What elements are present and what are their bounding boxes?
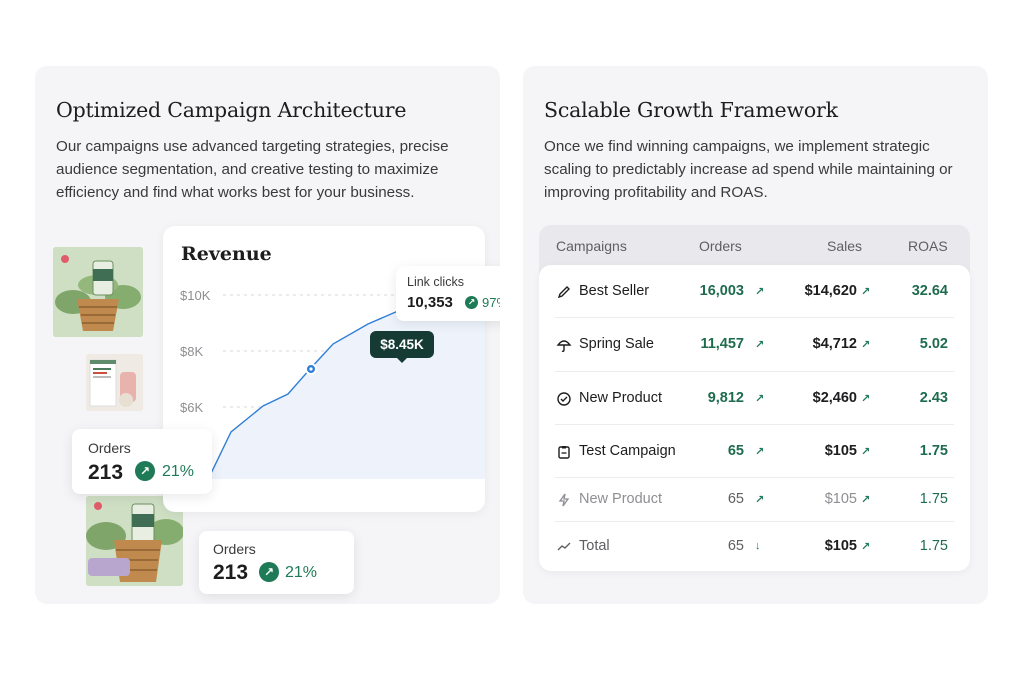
arrow-up-right-icon: ↗: [755, 393, 765, 405]
arrow-up-right-icon: ↗: [259, 562, 279, 582]
product-image-booklet: [86, 354, 143, 411]
roas-value: 32.64: [911, 283, 948, 299]
arrow-up-right-icon: ↗: [465, 296, 478, 309]
row-divider: [555, 521, 954, 522]
arrow-up-right-icon: ↗: [755, 494, 765, 506]
card-description: Our campaigns use advanced targeting str…: [56, 138, 449, 201]
row-divider: [555, 477, 954, 478]
arrow-up-right-icon: ↗: [861, 393, 871, 405]
arrow-up-right-icon: ↗: [861, 446, 871, 458]
sales-value: $4,712: [812, 336, 857, 352]
column-header-campaigns: Campaigns: [556, 238, 627, 254]
column-header-sales: Sales: [827, 238, 863, 254]
campaign-architecture-card: Optimized Campaign Architecture Our camp…: [35, 66, 500, 604]
campaign-name: Best Seller: [579, 283, 650, 299]
card-description: Once we find winning campaigns, we imple…: [544, 138, 953, 201]
orders-percent: 21%: [285, 564, 318, 581]
table-row[interactable]: New Product 9,812 ↗ $2,460 ↗ 2.43: [539, 372, 970, 425]
sales-value: $105: [824, 538, 857, 554]
link-clicks-value: 10,353: [407, 294, 453, 311]
roas-value: 1.75: [919, 443, 948, 459]
card-title: Scalable Growth Framework: [544, 98, 838, 122]
orders-card: Orders 213 ↗ 21%: [72, 429, 212, 494]
table-header: Campaigns Orders Sales ROAS: [539, 225, 970, 265]
sales-value: $14,620: [804, 283, 857, 299]
badge-icon: [557, 392, 571, 406]
orders-label: Orders: [88, 440, 131, 456]
table-body: Best Seller 16,003 ↗ $14,620 ↗ 32.64 Spring Sa…: [539, 265, 970, 571]
orders-value: 65: [727, 538, 744, 554]
product-image-basket-promo: [86, 496, 183, 586]
orders-value: 65: [727, 491, 744, 507]
trend-icon: [557, 542, 571, 551]
link-clicks-label: Link clicks: [407, 275, 464, 289]
product-image-basket: [53, 247, 143, 337]
revenue-title: Revenue: [181, 243, 272, 265]
table-row[interactable]: New Product 65 ↗ $105 ↗ 1.75: [539, 478, 970, 522]
umbrella-icon: [556, 340, 572, 353]
orders-label: Orders: [213, 541, 256, 557]
row-divider: [555, 317, 954, 318]
arrow-down-icon: ↓: [755, 540, 761, 552]
orders-value: 11,457: [700, 336, 744, 352]
table-row[interactable]: Total 65 ↓ $105 ↗ 1.75: [539, 522, 970, 571]
arrow-up-right-icon: ↗: [861, 339, 871, 351]
orders-value: 16,003: [699, 283, 744, 299]
campaigns-table: Campaigns Orders Sales ROAS Best Seller 1…: [539, 225, 970, 571]
y-tick-label: $10K: [180, 288, 211, 303]
campaign-name: Test Campaign: [579, 443, 676, 459]
roas-value: 1.75: [919, 491, 948, 507]
arrow-up-right-icon: ↗: [135, 461, 155, 481]
orders-value: 213: [88, 461, 124, 484]
campaign-name: New Product: [579, 390, 663, 406]
column-header-orders: Orders: [699, 238, 742, 254]
roas-value: 2.43: [919, 390, 948, 406]
campaign-name: New Product: [579, 491, 663, 507]
roas-value: 1.75: [919, 538, 948, 554]
link-clicks-percent: 97%: [482, 295, 500, 310]
lightning-icon: [558, 493, 570, 507]
sales-value: $2,460: [812, 390, 857, 406]
sales-value: $105: [824, 443, 857, 459]
sales-value: $105: [824, 491, 857, 507]
y-tick-label: $8K: [180, 344, 204, 359]
campaign-name: Spring Sale: [579, 336, 654, 352]
arrow-up-right-icon: ↗: [861, 494, 871, 506]
value-tooltip: $8.45K: [370, 331, 434, 363]
column-header-roas: ROAS: [908, 238, 948, 254]
table-row[interactable]: Best Seller 16,003 ↗ $14,620 ↗ 32.64: [539, 265, 970, 318]
orders-value: 65: [727, 443, 744, 459]
link-clicks-card: Link clicks 10,353 ↗ 97%: [396, 266, 500, 321]
row-divider: [555, 424, 954, 425]
orders-card-secondary: Orders 213 ↗ 21%: [199, 531, 354, 594]
arrow-up-right-icon: ↗: [861, 541, 871, 553]
row-divider: [555, 371, 954, 372]
clipboard-icon: [558, 446, 570, 459]
orders-value: 213: [213, 561, 249, 584]
arrow-up-right-icon: ↗: [861, 286, 871, 298]
arrow-up-right-icon: ↗: [755, 286, 765, 298]
table-row[interactable]: Spring Sale 11,457 ↗ $4,712 ↗ 5.02: [539, 318, 970, 372]
y-tick-label: $6K: [180, 400, 204, 415]
pencil-icon: [557, 286, 570, 299]
card-title: Optimized Campaign Architecture: [56, 98, 407, 122]
campaign-name: Total: [579, 538, 610, 554]
growth-framework-card: Scalable Growth Framework Once we find w…: [523, 66, 988, 604]
table-row[interactable]: Test Campaign 65 ↗ $105 ↗ 1.75: [539, 425, 970, 478]
roas-value: 5.02: [919, 336, 948, 352]
orders-percent: 21%: [162, 463, 195, 480]
orders-value: 9,812: [707, 390, 744, 406]
arrow-up-right-icon: ↗: [755, 446, 765, 458]
arrow-up-right-icon: ↗: [755, 339, 765, 351]
